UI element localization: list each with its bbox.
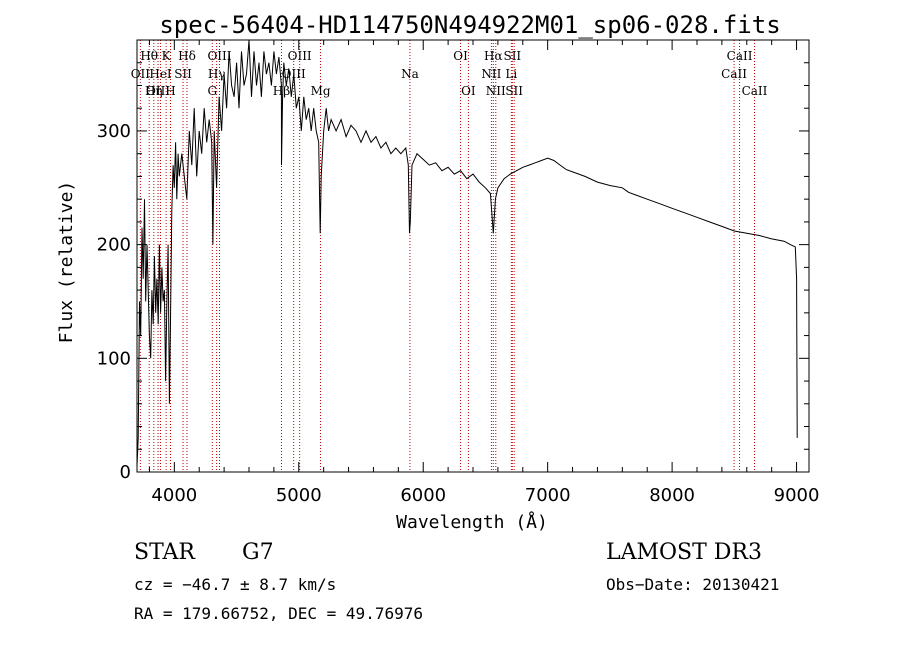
line-label: Na	[401, 67, 419, 81]
spectrum-line	[136, 39, 798, 467]
line-label: OIII	[146, 84, 170, 98]
line-label: Hδ	[178, 49, 196, 63]
line-label: H	[165, 84, 175, 98]
line-label: OI	[461, 84, 476, 98]
line-label: CaII	[721, 67, 747, 81]
redshift-info: cz = −46.7 ± 8.7 km/s	[134, 575, 336, 594]
line-label: HeI	[149, 67, 172, 81]
x-axis-label: Wavelength (Å)	[396, 511, 548, 533]
line-label: Hγ	[208, 67, 226, 81]
line-label: OIII	[207, 49, 231, 63]
x-tick-label: 8000	[649, 485, 695, 506]
line-markers	[139, 40, 755, 472]
x-tick-label: 5000	[276, 485, 322, 506]
object-class: STAR	[134, 540, 196, 565]
line-label: CaII	[727, 49, 753, 63]
y-axis-label: Flux (relative)	[56, 181, 77, 344]
line-label: OIII	[288, 49, 312, 63]
x-tick-label: 9000	[774, 485, 820, 506]
line-label: OII	[131, 67, 151, 81]
line-label: Li	[505, 67, 517, 81]
object-subclass: G7	[242, 540, 274, 565]
line-label: NII	[481, 67, 501, 81]
survey-name: LAMOST DR3	[606, 540, 762, 565]
y-tick-label: 200	[97, 235, 131, 256]
x-axis: 4000 5000 6000 7000 8000 9000	[148, 40, 820, 506]
line-label: OI	[453, 49, 468, 63]
line-label: Mg	[311, 84, 331, 98]
line-label: Hη	[145, 84, 163, 98]
line-label: SII	[503, 49, 521, 63]
line-label: SII	[174, 67, 192, 81]
line-label: G	[207, 84, 217, 98]
y-tick-label: 0	[120, 462, 131, 483]
chart-title: spec-56404-HD114750N494922M01_sp06-028.f…	[159, 11, 780, 39]
x-tick-label: 6000	[400, 485, 446, 506]
y-axis: 0 100 200 300	[97, 62, 809, 483]
y-tick-label: 300	[97, 121, 131, 142]
line-label: Hα	[484, 49, 503, 63]
x-tick-label: 4000	[151, 485, 197, 506]
obs-date: Obs−Date: 20130421	[606, 575, 779, 594]
y-tick-label: 100	[97, 348, 131, 369]
plot-frame	[136, 39, 810, 473]
line-label: K	[162, 49, 172, 63]
line-label: NII	[486, 84, 506, 98]
line-label: CaII	[742, 84, 768, 98]
coordinates: RA = 179.66752, DEC = 49.76976	[134, 604, 423, 623]
line-label: SII	[505, 84, 523, 98]
line-label: Hθ	[140, 49, 158, 63]
x-tick-label: 7000	[525, 485, 571, 506]
